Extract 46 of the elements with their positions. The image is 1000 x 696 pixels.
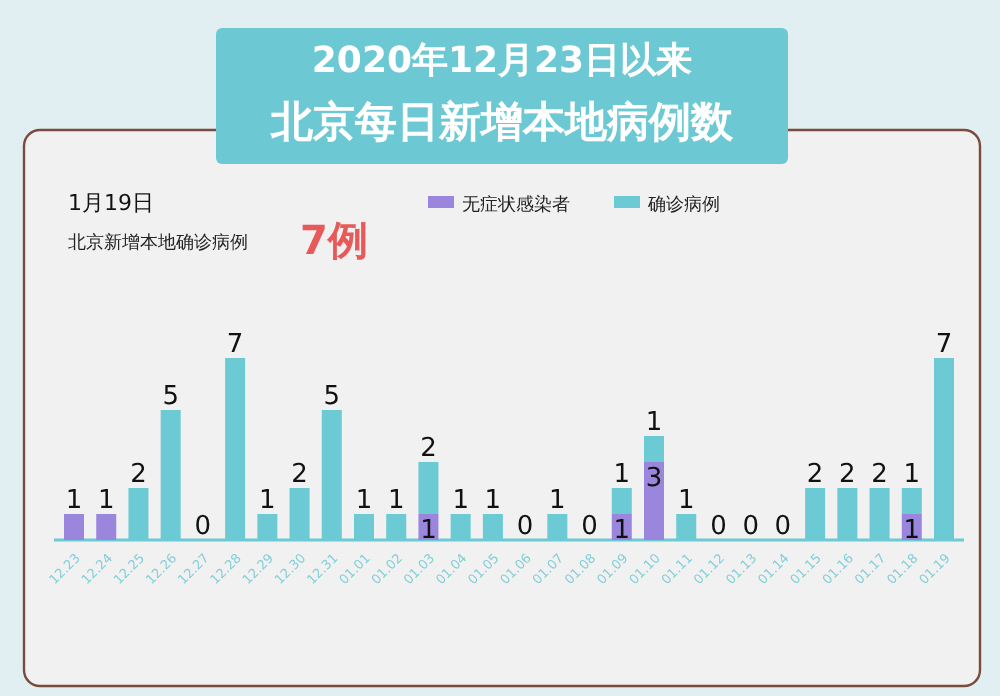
data-label: 1	[420, 516, 437, 546]
data-label: 2	[291, 460, 308, 490]
data-label: 1	[903, 516, 921, 546]
chart-subtitle: 北京每日新增本地病例数	[269, 98, 735, 146]
data-label: 1	[613, 516, 631, 546]
data-label: 2	[806, 460, 824, 490]
data-label: 2	[871, 460, 888, 490]
data-label: 7	[226, 330, 244, 360]
bar	[644, 462, 664, 540]
bar	[96, 514, 117, 540]
data-label: 1	[613, 460, 631, 490]
data-label: 1	[97, 486, 115, 516]
data-label: 0	[581, 512, 598, 542]
data-label: 0	[710, 512, 727, 542]
bar	[644, 436, 664, 462]
chart-title: 2020年12月23日以来	[311, 40, 693, 82]
data-label: 1	[259, 486, 276, 516]
data-label: 7	[935, 330, 953, 360]
legend-label: 确诊病例	[646, 194, 720, 216]
data-label: 1	[549, 486, 566, 516]
data-label: 0	[774, 512, 792, 542]
data-label: 3	[645, 464, 663, 494]
bar	[611, 488, 632, 514]
data-label: 2	[420, 434, 437, 464]
data-label: 0	[742, 512, 759, 542]
legend-label: 无症状感染者	[462, 194, 570, 216]
text: 7例	[300, 216, 368, 264]
data-label: 5	[323, 382, 341, 412]
data-label: 2	[839, 460, 856, 490]
data-label: 1	[903, 460, 921, 490]
text: 1月19日	[68, 190, 154, 216]
data-label: 1	[677, 486, 695, 516]
data-label: 1	[645, 408, 663, 438]
bar	[418, 462, 439, 514]
text: 北京新增本地确诊病例	[68, 232, 248, 254]
data-label: 1	[387, 486, 405, 516]
data-label: 1	[65, 486, 83, 516]
bar	[901, 488, 922, 514]
data-label: 5	[162, 382, 179, 412]
data-label: 0	[516, 512, 534, 542]
data-label: 1	[355, 486, 373, 516]
data-label: 0	[194, 512, 212, 542]
bar	[64, 514, 84, 540]
data-label: 1	[484, 486, 502, 516]
data-label: 1	[452, 486, 469, 516]
data-label: 2	[130, 460, 147, 490]
